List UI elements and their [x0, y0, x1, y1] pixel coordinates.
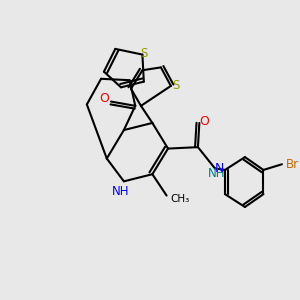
Text: O: O: [99, 92, 109, 105]
Text: S: S: [140, 47, 148, 60]
Text: S: S: [172, 80, 180, 92]
Text: NH: NH: [112, 185, 130, 198]
Text: O: O: [200, 115, 209, 128]
Text: NH: NH: [208, 167, 225, 180]
Text: N: N: [214, 162, 224, 175]
Text: Br: Br: [286, 158, 299, 171]
Text: CH₃: CH₃: [171, 194, 190, 204]
